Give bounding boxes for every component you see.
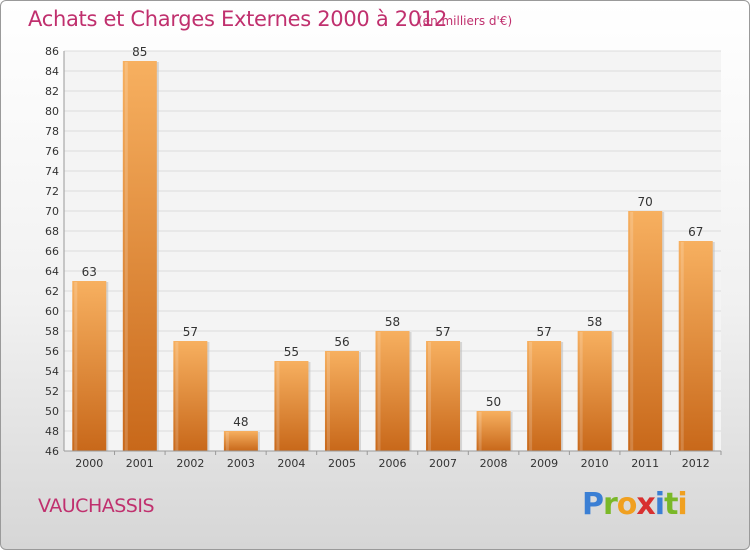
logo-letter: i — [654, 487, 665, 522]
bar-value-label: 85 — [132, 45, 147, 59]
y-tick-label: 50 — [45, 405, 59, 418]
y-tick-label: 62 — [45, 285, 59, 298]
y-tick-label: 52 — [45, 385, 59, 398]
y-tick-label: 64 — [45, 265, 59, 278]
logo-letter: o — [616, 487, 638, 522]
proxiti-logo[interactable]: Proxiti — [582, 487, 688, 522]
logo-letter: i — [677, 487, 687, 522]
bar-value-label: 70 — [638, 195, 653, 209]
bar-highlight — [680, 242, 684, 451]
bar — [476, 411, 511, 451]
bar — [678, 241, 713, 451]
x-tick-label: 2008 — [480, 457, 508, 470]
y-tick-label: 82 — [45, 85, 59, 98]
bar-highlight — [74, 282, 78, 451]
bar — [72, 281, 107, 451]
x-tick-label: 2010 — [581, 457, 609, 470]
bar-highlight — [630, 212, 634, 451]
y-tick-label: 66 — [45, 245, 59, 258]
y-tick-label: 72 — [45, 185, 59, 198]
bar-value-label: 50 — [486, 395, 501, 409]
x-tick-label: 2011 — [631, 457, 659, 470]
bar-highlight — [529, 342, 533, 451]
bar — [375, 331, 410, 451]
bar-value-label: 57 — [183, 325, 198, 339]
bar — [173, 341, 208, 451]
x-tick-label: 2004 — [277, 457, 305, 470]
bar-highlight — [225, 432, 229, 451]
bar-value-label: 58 — [385, 315, 400, 329]
bar-highlight — [377, 332, 381, 451]
bar — [274, 361, 309, 451]
bar-highlight — [276, 362, 280, 451]
bar-highlight — [478, 412, 482, 451]
bar — [324, 351, 359, 451]
bar-highlight — [428, 342, 432, 451]
chart-unit: (en milliers d'€) — [418, 14, 513, 28]
x-tick-label: 2002 — [176, 457, 204, 470]
bar-highlight — [326, 352, 330, 451]
bar-highlight — [579, 332, 583, 451]
bar-value-label: 67 — [688, 225, 703, 239]
bar-highlight — [175, 342, 179, 451]
chart-title: Achats et Charges Externes 2000 à 2012 — [28, 7, 448, 31]
bar-value-label: 57 — [536, 325, 551, 339]
bar-highlight — [124, 62, 128, 451]
bar-value-label: 56 — [334, 335, 349, 349]
y-tick-label: 54 — [45, 365, 59, 378]
bar-value-label: 57 — [435, 325, 450, 339]
y-tick-label: 78 — [45, 125, 59, 138]
x-tick-label: 2005 — [328, 457, 356, 470]
x-tick-label: 2012 — [682, 457, 710, 470]
y-tick-label: 56 — [45, 345, 59, 358]
logo-letter: P — [582, 487, 604, 522]
bar — [426, 341, 461, 451]
bar-value-label: 55 — [284, 345, 299, 359]
logo-letter: x — [636, 487, 655, 522]
y-tick-label: 58 — [45, 325, 59, 338]
y-tick-label: 68 — [45, 225, 59, 238]
bar-value-label: 48 — [233, 415, 248, 429]
x-tick-label: 2000 — [75, 457, 103, 470]
x-tick-label: 2003 — [227, 457, 255, 470]
bar — [577, 331, 612, 451]
y-tick-label: 86 — [45, 45, 59, 58]
logo-letter: t — [664, 487, 678, 522]
y-tick-label: 80 — [45, 105, 59, 118]
y-tick-label: 48 — [45, 425, 59, 438]
bar — [223, 431, 258, 451]
y-tick-label: 84 — [45, 65, 59, 78]
y-tick-label: 76 — [45, 145, 59, 158]
x-tick-label: 2007 — [429, 457, 457, 470]
y-tick-label: 60 — [45, 305, 59, 318]
x-tick-label: 2001 — [126, 457, 154, 470]
bar — [527, 341, 562, 451]
y-tick-label: 74 — [45, 165, 59, 178]
bar-value-label: 58 — [587, 315, 602, 329]
y-tick-label: 70 — [45, 205, 59, 218]
bar — [122, 61, 157, 451]
bar-value-label: 63 — [82, 265, 97, 279]
bar — [628, 211, 663, 451]
commune-name: VAUCHASSIS — [38, 495, 155, 517]
y-tick-label: 46 — [45, 445, 59, 458]
x-tick-label: 2006 — [379, 457, 407, 470]
logo-letter: r — [603, 487, 618, 522]
x-tick-label: 2009 — [530, 457, 558, 470]
